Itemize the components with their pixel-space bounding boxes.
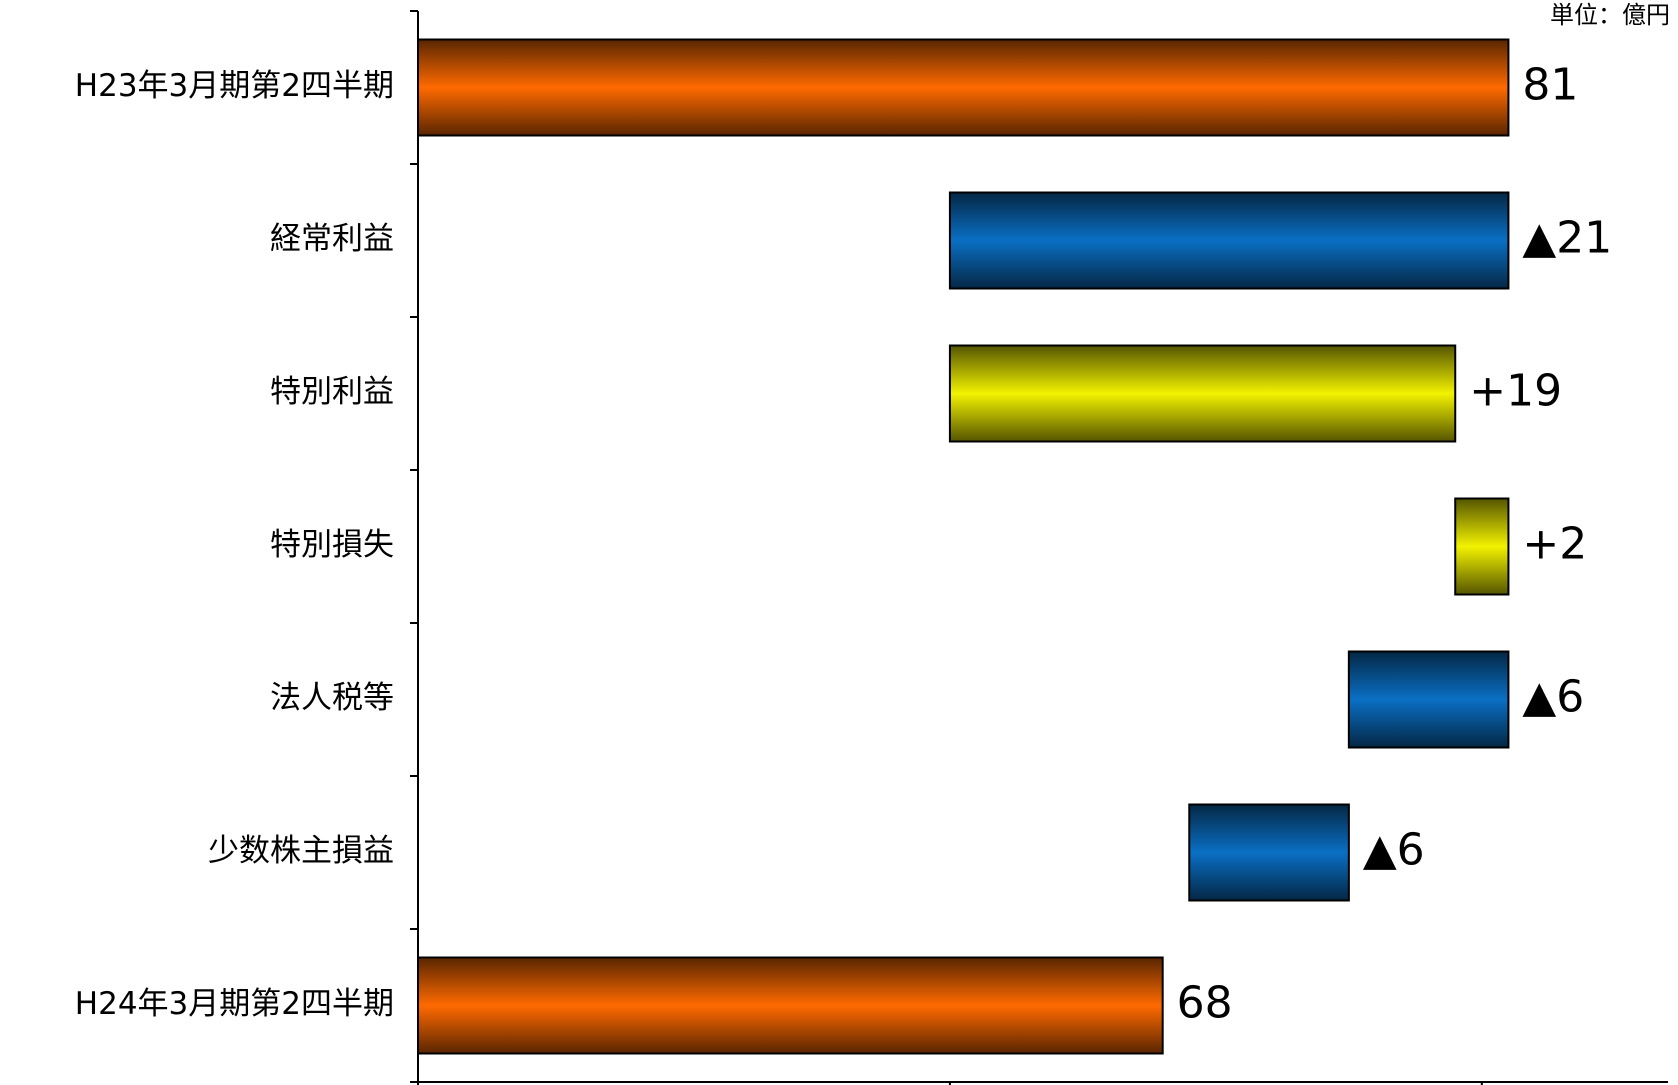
category-label: 法人税等 bbox=[270, 680, 394, 716]
bar bbox=[417, 956, 1164, 1055]
bar bbox=[1347, 650, 1510, 749]
value-label: +19 bbox=[1469, 366, 1562, 417]
unit-label: 単位：億円 bbox=[1550, 1, 1670, 29]
value-label: ▲6 bbox=[1522, 672, 1584, 723]
value-label: ▲21 bbox=[1522, 213, 1612, 264]
bar bbox=[417, 38, 1510, 137]
bar bbox=[1454, 497, 1510, 596]
category-label: 特別損失 bbox=[270, 527, 394, 563]
category-label: 特別利益 bbox=[270, 374, 394, 410]
category-label: 経常利益 bbox=[270, 221, 394, 257]
category-label: H24年3月期第2四半期 bbox=[75, 986, 394, 1022]
value-label: +2 bbox=[1522, 519, 1587, 570]
bar bbox=[948, 191, 1510, 290]
bar bbox=[948, 344, 1457, 443]
category-label: H23年3月期第2四半期 bbox=[75, 68, 394, 104]
value-label: 81 bbox=[1522, 60, 1578, 111]
bar bbox=[1188, 803, 1350, 902]
value-label: ▲6 bbox=[1363, 825, 1425, 876]
value-label: 68 bbox=[1177, 978, 1233, 1029]
category-label: 少数株主損益 bbox=[208, 833, 394, 869]
